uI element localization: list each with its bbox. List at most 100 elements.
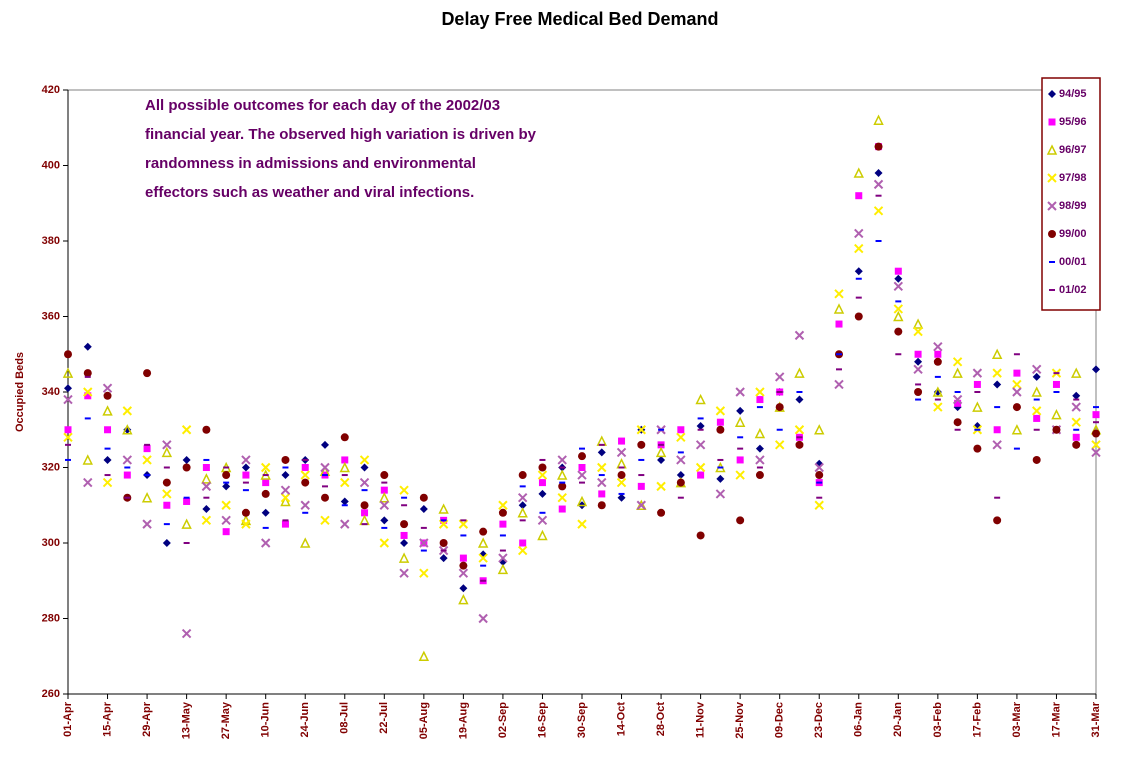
point (300, 500, 310, 510)
point (538, 489, 547, 498)
point (834, 379, 844, 390)
point (400, 520, 409, 529)
point (794, 367, 805, 378)
point (83, 387, 93, 397)
point (102, 477, 113, 488)
point (281, 520, 289, 528)
point (519, 539, 527, 547)
point (557, 492, 567, 503)
x-tick-label: 03-Feb (932, 702, 944, 738)
point (241, 519, 251, 529)
point (123, 425, 132, 434)
point (300, 537, 311, 548)
point (1091, 440, 1101, 450)
point (736, 516, 745, 525)
point (755, 387, 765, 397)
point (103, 455, 112, 464)
y-tick-label: 340 (42, 386, 60, 398)
point (181, 425, 192, 435)
point (676, 471, 685, 480)
point (775, 403, 784, 412)
legend-marker (1047, 201, 1057, 211)
point (64, 350, 72, 359)
y-axis-label: Occupied Beds (14, 352, 26, 432)
x-tick-label: 20-Jan (892, 702, 904, 737)
point (399, 568, 409, 578)
plot-area (67, 89, 1097, 695)
point (873, 114, 884, 125)
point (1092, 411, 1100, 419)
point (815, 471, 824, 480)
point (736, 456, 744, 464)
point (1091, 447, 1101, 458)
point (498, 553, 508, 563)
point (894, 274, 903, 283)
point (695, 462, 706, 473)
point (1012, 379, 1022, 390)
point (1031, 386, 1042, 397)
point (398, 552, 410, 563)
point (618, 437, 626, 445)
point (893, 304, 904, 314)
point (222, 471, 231, 480)
point (102, 383, 113, 393)
point (676, 478, 685, 487)
point (359, 455, 370, 465)
point (339, 461, 350, 473)
point (280, 492, 291, 503)
point (893, 281, 904, 292)
point (715, 406, 726, 416)
y-tick-label: 360 (42, 310, 60, 322)
x-tick-label: 24-Jun (299, 702, 311, 738)
point (814, 462, 824, 473)
point (814, 500, 824, 510)
point (281, 455, 290, 464)
point (854, 267, 863, 276)
point (400, 531, 408, 539)
point (616, 477, 627, 488)
x-tick-label: 23-Dec (813, 702, 825, 738)
y-tick-label: 400 (42, 159, 60, 171)
point (973, 444, 982, 453)
x-tick-label: 16-Sep (536, 702, 548, 738)
point (340, 497, 349, 506)
point (854, 243, 864, 254)
point (341, 456, 349, 464)
point (538, 479, 546, 487)
point (655, 446, 667, 458)
point (143, 445, 151, 453)
point (518, 501, 527, 510)
x-tick-label: 22-Jul (378, 702, 390, 734)
point (183, 497, 191, 505)
y-tick-label: 380 (42, 235, 60, 247)
point (459, 584, 468, 593)
point (576, 495, 588, 507)
point (438, 519, 449, 529)
x-tick-label: 29-Apr (141, 701, 153, 737)
point (914, 388, 923, 396)
point (320, 515, 330, 526)
annotation: All possible outcomes for each day of th… (145, 97, 500, 114)
point (597, 501, 606, 510)
point (696, 421, 705, 430)
point (834, 289, 844, 299)
point (1071, 402, 1081, 412)
point (361, 509, 369, 517)
chart-title: Delay Free Medical Bed Demand (441, 9, 718, 29)
point (893, 310, 904, 322)
point (359, 477, 370, 488)
point (202, 425, 211, 434)
point (934, 350, 942, 358)
point (774, 440, 785, 450)
point (932, 386, 944, 397)
legend-label: 95/96 (1059, 116, 1087, 128)
legend-box (1041, 77, 1101, 311)
point (497, 563, 509, 575)
point (1031, 406, 1042, 416)
point (597, 477, 607, 488)
point (914, 350, 922, 358)
legend-label: 00/01 (1059, 256, 1087, 268)
point (578, 452, 586, 461)
point (854, 228, 864, 239)
point (557, 469, 568, 480)
